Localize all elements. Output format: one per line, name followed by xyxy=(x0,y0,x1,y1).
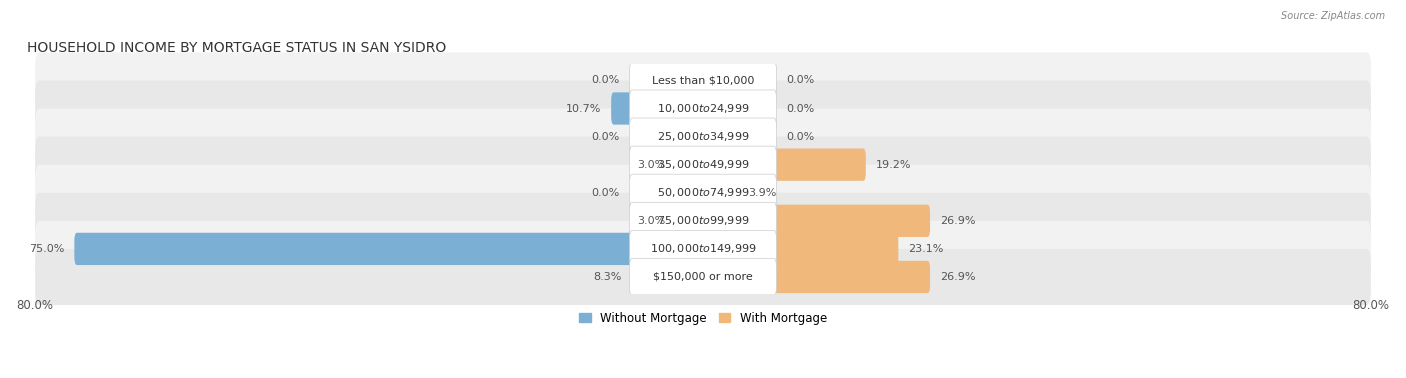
Text: Source: ZipAtlas.com: Source: ZipAtlas.com xyxy=(1281,11,1385,21)
FancyBboxPatch shape xyxy=(630,202,776,239)
FancyBboxPatch shape xyxy=(630,90,776,127)
FancyBboxPatch shape xyxy=(675,204,706,237)
FancyBboxPatch shape xyxy=(700,204,931,237)
Text: 0.0%: 0.0% xyxy=(786,76,814,85)
FancyBboxPatch shape xyxy=(630,62,776,99)
Text: $25,000 to $34,999: $25,000 to $34,999 xyxy=(657,130,749,143)
Text: $35,000 to $49,999: $35,000 to $49,999 xyxy=(657,158,749,171)
Text: 10.7%: 10.7% xyxy=(565,104,602,113)
FancyBboxPatch shape xyxy=(35,165,1371,221)
Text: 0.0%: 0.0% xyxy=(592,188,620,198)
Text: 3.0%: 3.0% xyxy=(637,216,665,226)
Text: 75.0%: 75.0% xyxy=(30,244,65,254)
Text: $100,000 to $149,999: $100,000 to $149,999 xyxy=(650,242,756,256)
Text: 26.9%: 26.9% xyxy=(941,216,976,226)
FancyBboxPatch shape xyxy=(630,174,776,211)
FancyBboxPatch shape xyxy=(700,233,898,265)
Text: 3.9%: 3.9% xyxy=(748,188,776,198)
Text: $150,000 or more: $150,000 or more xyxy=(654,272,752,282)
Text: 19.2%: 19.2% xyxy=(876,160,911,170)
FancyBboxPatch shape xyxy=(35,52,1371,108)
FancyBboxPatch shape xyxy=(700,177,738,209)
FancyBboxPatch shape xyxy=(35,221,1371,277)
Text: $75,000 to $99,999: $75,000 to $99,999 xyxy=(657,214,749,227)
FancyBboxPatch shape xyxy=(75,233,706,265)
FancyBboxPatch shape xyxy=(35,249,1371,305)
Text: 26.9%: 26.9% xyxy=(941,272,976,282)
FancyBboxPatch shape xyxy=(700,261,931,293)
FancyBboxPatch shape xyxy=(35,193,1371,249)
FancyBboxPatch shape xyxy=(630,146,776,183)
FancyBboxPatch shape xyxy=(35,81,1371,136)
FancyBboxPatch shape xyxy=(700,149,866,181)
Text: 0.0%: 0.0% xyxy=(786,104,814,113)
Text: $10,000 to $24,999: $10,000 to $24,999 xyxy=(657,102,749,115)
Text: 3.0%: 3.0% xyxy=(637,160,665,170)
FancyBboxPatch shape xyxy=(631,261,706,293)
Text: $50,000 to $74,999: $50,000 to $74,999 xyxy=(657,186,749,199)
Legend: Without Mortgage, With Mortgage: Without Mortgage, With Mortgage xyxy=(574,307,832,329)
FancyBboxPatch shape xyxy=(35,136,1371,193)
FancyBboxPatch shape xyxy=(35,108,1371,165)
FancyBboxPatch shape xyxy=(675,149,706,181)
Text: 0.0%: 0.0% xyxy=(786,132,814,142)
Text: Less than $10,000: Less than $10,000 xyxy=(652,76,754,85)
FancyBboxPatch shape xyxy=(630,230,776,268)
Text: 8.3%: 8.3% xyxy=(593,272,621,282)
FancyBboxPatch shape xyxy=(612,92,706,125)
Text: 0.0%: 0.0% xyxy=(592,76,620,85)
Text: 0.0%: 0.0% xyxy=(592,132,620,142)
Text: HOUSEHOLD INCOME BY MORTGAGE STATUS IN SAN YSIDRO: HOUSEHOLD INCOME BY MORTGAGE STATUS IN S… xyxy=(27,42,446,56)
FancyBboxPatch shape xyxy=(630,259,776,296)
FancyBboxPatch shape xyxy=(630,118,776,155)
Text: 23.1%: 23.1% xyxy=(908,244,943,254)
